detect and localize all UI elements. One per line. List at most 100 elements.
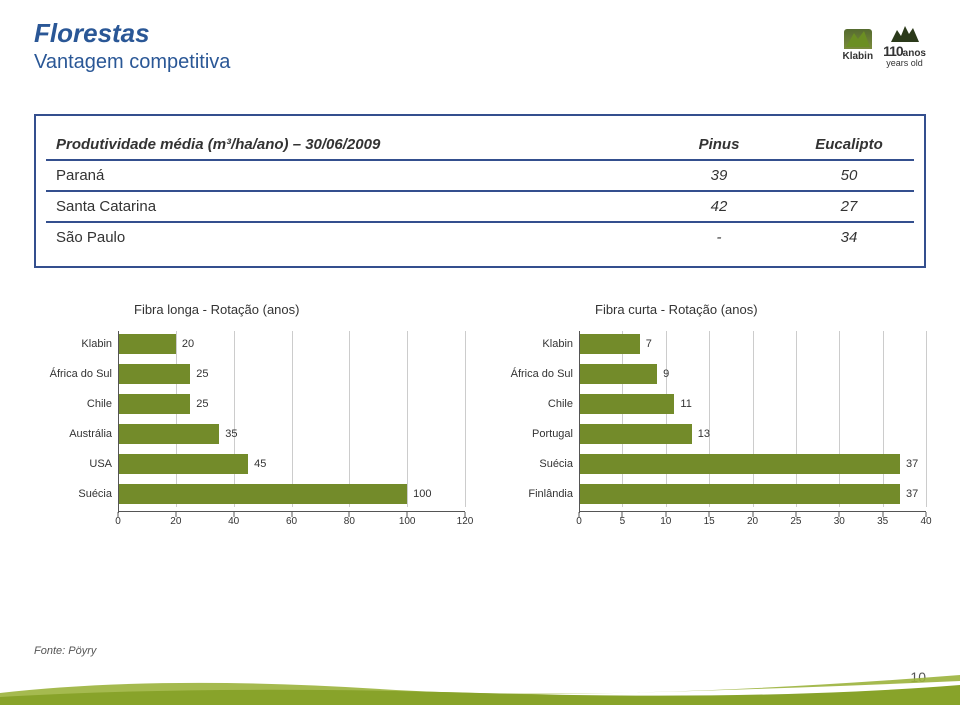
bar-track: 25 xyxy=(118,361,465,387)
table-metric-header: Produtividade média (m³/ha/ano) – 30/06/… xyxy=(46,130,654,160)
table-row-label: São Paulo xyxy=(46,222,654,252)
bar-track: 20 xyxy=(118,331,465,357)
footer-decoration xyxy=(0,645,960,705)
x-tick-label: 10 xyxy=(660,516,671,527)
source-label: Fonte: Pöyry xyxy=(34,645,96,657)
bar-fill xyxy=(118,334,176,354)
tree-icon xyxy=(885,22,925,44)
bars-container: Klabin 7 África do Sul 9 Chile 11 Portugal13 Su… xyxy=(495,331,926,507)
bar-fill xyxy=(118,484,407,504)
bar-value-label: 25 xyxy=(196,368,208,380)
table-col-header: Eucalipto xyxy=(784,130,914,160)
x-tick-label: 80 xyxy=(344,516,355,527)
bar-track: 9 xyxy=(579,361,926,387)
slide: Florestas Vantagem competitiva Klabin 11… xyxy=(0,0,960,705)
table-cell: 34 xyxy=(784,222,914,252)
bar-track: 35 xyxy=(118,421,465,447)
chart-long-fiber: Fibra longa - Rotação (anos) Klabin20Áfr… xyxy=(34,302,465,530)
x-tick-label: 40 xyxy=(228,516,239,527)
header: Florestas Vantagem competitiva Klabin 11… xyxy=(34,18,926,74)
table-cell: 50 xyxy=(784,160,914,191)
bar-value-label: 11 xyxy=(680,398,691,410)
x-ticks: 0510152025303540 xyxy=(579,512,926,530)
bar-row: Chile 11 xyxy=(495,391,926,417)
bar-category-label: Finlândia xyxy=(495,488,579,500)
bar-category-label: África do Sul xyxy=(495,368,579,380)
bar-category-label: Suécia xyxy=(495,458,579,470)
bar-value-label: 100 xyxy=(413,488,431,500)
bar-row: USA45 xyxy=(34,451,465,477)
bar-category-label: Austrália xyxy=(34,428,118,440)
chart-short-fiber: Fibra curta - Rotação (anos) Klabin 7 Áfri… xyxy=(495,302,926,530)
bar-fill xyxy=(579,364,657,384)
x-tick-label: 0 xyxy=(576,516,582,527)
page-title: Florestas xyxy=(34,18,926,49)
x-tick-label: 20 xyxy=(747,516,758,527)
charts-row: Fibra longa - Rotação (anos) Klabin20Áfr… xyxy=(34,302,926,530)
bar-row: Finlândia37 xyxy=(495,481,926,507)
bar-track: 37 xyxy=(579,481,926,507)
bar-value-label: 37 xyxy=(906,458,918,470)
table-header-row: Produtividade média (m³/ha/ano) – 30/06/… xyxy=(46,130,914,160)
table-row: São Paulo - 34 xyxy=(46,222,914,252)
bar-fill xyxy=(579,454,900,474)
bar-fill xyxy=(579,484,900,504)
bar-category-label: África do Sul xyxy=(34,368,118,380)
bar-category-label: Chile xyxy=(495,398,579,410)
bar-chart: Klabin 7 África do Sul 9 Chile 11 Portugal13 Su… xyxy=(495,331,926,530)
bar-category-label: Klabin xyxy=(495,338,579,350)
bar-category-label: Chile xyxy=(34,398,118,410)
anniversary-sub: years old xyxy=(883,59,926,69)
x-tick-label: 60 xyxy=(286,516,297,527)
productivity-table-wrap: Produtividade média (m³/ha/ano) – 30/06/… xyxy=(34,114,926,268)
bar-track: 100 xyxy=(118,481,465,507)
bar-row: Suécia 37 xyxy=(495,451,926,477)
bar-track: 11 xyxy=(579,391,926,417)
bar-category-label: Suécia xyxy=(34,488,118,500)
anniversary-badge: 110anos years old xyxy=(883,22,926,69)
bar-row: África do Sul 25 xyxy=(34,361,465,387)
bar-row: Austrália 35 xyxy=(34,421,465,447)
bar-value-label: 13 xyxy=(698,428,710,440)
y-axis-line xyxy=(118,331,119,513)
table-cell: - xyxy=(654,222,784,252)
x-tick-label: 25 xyxy=(790,516,801,527)
bar-fill xyxy=(118,424,219,444)
bar-row: Chile 25 xyxy=(34,391,465,417)
bar-value-label: 45 xyxy=(254,458,266,470)
bar-track: 13 xyxy=(579,421,926,447)
table-row: Santa Catarina 42 27 xyxy=(46,191,914,222)
productivity-table: Produtividade média (m³/ha/ano) – 30/06/… xyxy=(46,130,914,252)
table-row: Paraná 39 50 xyxy=(46,160,914,191)
table-cell: 39 xyxy=(654,160,784,191)
bar-fill xyxy=(579,394,674,414)
bars-container: Klabin20África do Sul25Chile25Austrália3… xyxy=(34,331,465,507)
y-axis-line xyxy=(579,331,580,513)
table-col-header: Pinus xyxy=(654,130,784,160)
table-row-label: Paraná xyxy=(46,160,654,191)
page-subtitle: Vantagem competitiva xyxy=(34,51,926,74)
bar-value-label: 20 xyxy=(182,338,194,350)
bar-value-label: 25 xyxy=(196,398,208,410)
brand-name: Klabin xyxy=(843,51,874,62)
x-tick-label: 100 xyxy=(399,516,416,527)
table-cell: 27 xyxy=(784,191,914,222)
x-tick-label: 35 xyxy=(877,516,888,527)
brand-logo: Klabin xyxy=(843,29,874,62)
x-tick-label: 120 xyxy=(457,516,474,527)
table-row-label: Santa Catarina xyxy=(46,191,654,222)
logo-block: Klabin 110anos years old xyxy=(843,22,927,69)
bar-row: Portugal13 xyxy=(495,421,926,447)
x-tick-label: 15 xyxy=(704,516,715,527)
bar-value-label: 7 xyxy=(646,338,652,350)
x-tick-label: 30 xyxy=(834,516,845,527)
bar-row: África do Sul 9 xyxy=(495,361,926,387)
bar-value-label: 35 xyxy=(225,428,237,440)
x-tick-label: 20 xyxy=(170,516,181,527)
bar-fill xyxy=(118,394,190,414)
bar-fill xyxy=(579,424,692,444)
chart-title: Fibra curta - Rotação (anos) xyxy=(595,302,926,317)
bar-track: 45 xyxy=(118,451,465,477)
x-ticks: 020406080100120 xyxy=(118,512,465,530)
bar-value-label: 9 xyxy=(663,368,669,380)
